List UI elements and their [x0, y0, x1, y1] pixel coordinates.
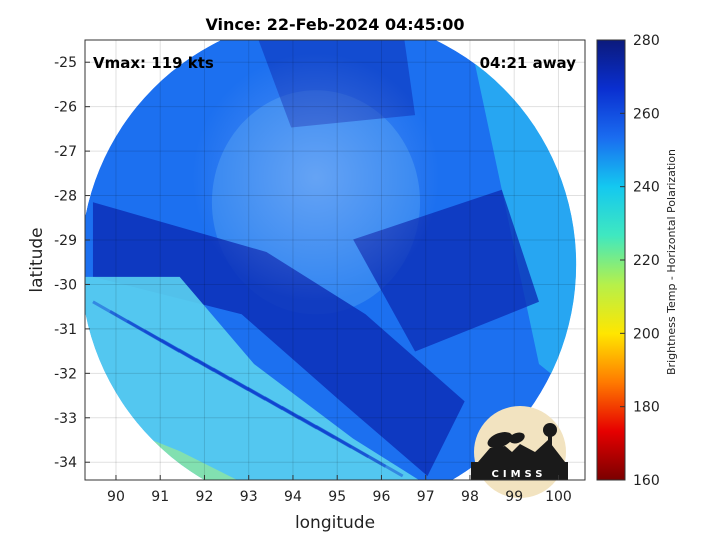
swath-streak — [229, 377, 318, 430]
swath-streak — [280, 405, 370, 459]
away-annotation: 04:21 away — [480, 54, 577, 72]
swath-streak — [143, 329, 232, 382]
colorbar-tick-label: 220 — [633, 253, 660, 269]
y-tick-label: -32 — [54, 366, 77, 382]
vmax-annotation: Vmax: 119 kts — [93, 54, 214, 72]
colorbar-tick-label: 180 — [633, 400, 660, 416]
colorbar-tick-label: 160 — [633, 473, 660, 489]
colorbar-ticks: 160 180 200 220 240 260 280 — [620, 33, 660, 489]
logo-dish-icon — [487, 432, 513, 448]
chart-title: Vince: 22-Feb-2024 04:45:00 — [205, 15, 464, 34]
swath-streak — [263, 396, 352, 449]
swath-streak — [315, 424, 404, 478]
logo-tower-icon — [543, 423, 557, 437]
colorbar-label: Brightness Temp - Horizontal Polarizatio… — [665, 149, 678, 375]
logo-tower-stem — [548, 436, 552, 452]
x-tick-label: 98 — [461, 489, 479, 505]
logo-text: CIMSS — [492, 469, 547, 480]
colorbar-tick-label: 200 — [633, 326, 660, 342]
x-tick-label: 99 — [505, 489, 523, 505]
plot-frame — [84, 39, 586, 481]
x-axis: 90 91 92 93 94 95 96 97 98 99 100 — [107, 475, 572, 505]
swath-streak — [92, 300, 181, 353]
swath-streak — [195, 357, 284, 411]
logo-band — [471, 462, 568, 480]
colorbar-tick-label: 260 — [633, 106, 660, 122]
y-tick-label: -31 — [54, 322, 77, 338]
swath-streak — [109, 310, 198, 363]
y-tick-label: -30 — [54, 277, 77, 293]
swath-streak — [160, 338, 250, 392]
swath-streak — [177, 348, 267, 401]
cimss-logo: CIMSS — [471, 406, 568, 498]
x-tick-label: 94 — [284, 489, 302, 505]
swath-image — [85, 40, 577, 480]
x-tick-label: 90 — [107, 489, 125, 505]
x-tick-label: 93 — [240, 489, 258, 505]
y-tick-label: -26 — [54, 100, 77, 116]
y-tick-label: -34 — [54, 455, 77, 471]
swath-streak — [212, 367, 301, 420]
x-tick-label: 100 — [545, 489, 572, 505]
x-tick-label: 91 — [151, 489, 169, 505]
logo-silhouette — [478, 440, 565, 462]
y-tick-label: -28 — [54, 189, 77, 205]
swath-glow — [192, 52, 440, 302]
swath-streak — [246, 386, 335, 440]
x-tick-label: 95 — [328, 489, 346, 505]
y-tick-label: -33 — [54, 411, 77, 427]
swath-dark-rain — [92, 202, 465, 476]
y-tick-label: -29 — [54, 233, 77, 249]
colorbar-tick-label: 240 — [633, 180, 660, 196]
x-axis-label: longitude — [295, 513, 375, 533]
colorbar-tick-label: 280 — [633, 33, 660, 49]
x-tick-label: 96 — [373, 489, 391, 505]
y-axis: -25 -26 -27 -28 -29 -30 -31 -32 -33 -34 — [54, 55, 90, 471]
swath-streak — [126, 319, 215, 373]
x-tick-label: 92 — [196, 489, 214, 505]
y-tick-label: -25 — [54, 55, 77, 71]
logo-dish-small-icon — [509, 432, 525, 444]
y-tick-label: -27 — [54, 144, 77, 160]
y-axis-label: latitude — [27, 227, 47, 292]
swath-streak — [298, 415, 387, 468]
x-tick-label: 97 — [417, 489, 435, 505]
